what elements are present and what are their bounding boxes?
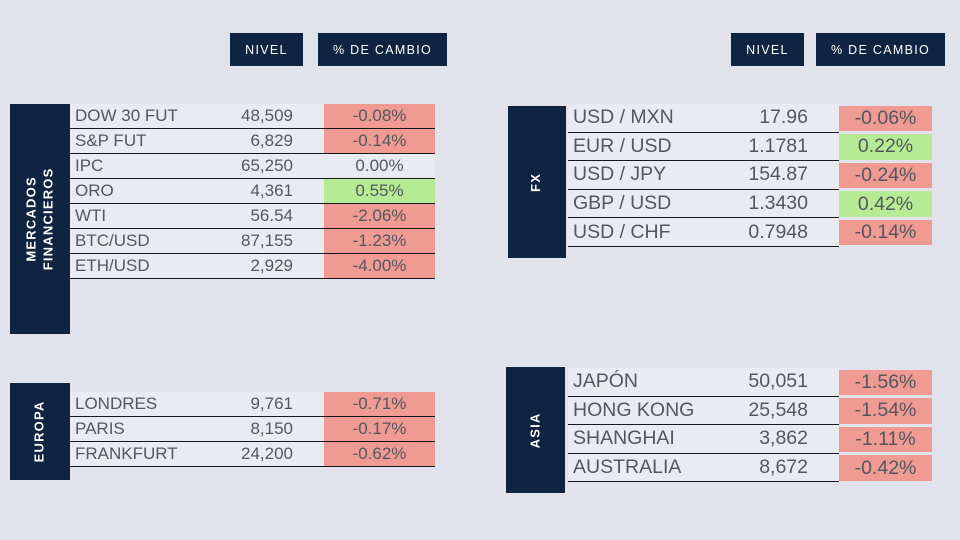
- change-badge: 0.55%: [324, 179, 435, 203]
- level-value: 48,509: [241, 106, 293, 125]
- instrument-label: USD / CHF: [573, 220, 671, 243]
- table-europa: LONDRES 9,761 -0.71% PARIS 8,150 -0.17% FRANKF…: [70, 392, 435, 467]
- level-value: 50,051: [748, 370, 808, 393]
- change-badge: -0.62%: [324, 442, 435, 466]
- instrument-label: USD / JPY: [573, 163, 667, 186]
- table-row: ORO 4,361 0.55%: [70, 179, 435, 204]
- change-badge: -1.23%: [324, 229, 435, 253]
- instrument-label: DOW 30 FUT: [75, 106, 178, 125]
- section-sidebar-europa: EUROPA: [10, 383, 70, 480]
- table-row: S&P FUT 6,829 -0.14%: [70, 129, 435, 154]
- table-row: USD / CHF 0.7948 -0.14%: [568, 218, 932, 247]
- level-value: 4,361: [250, 181, 293, 200]
- table-mercados-financieros: DOW 30 FUT 48,509 -0.08% S&P FUT 6,829 -0.14%…: [70, 104, 435, 279]
- level-value: 3,862: [759, 427, 808, 450]
- level-value: 8,150: [250, 419, 293, 438]
- instrument-label: WTI: [75, 206, 107, 225]
- level-value: 1.1781: [748, 134, 808, 157]
- section-sidebar-asia: ASIA: [506, 367, 565, 493]
- section-title: FX: [529, 172, 546, 191]
- level-value: 6,829: [250, 131, 293, 150]
- change-badge: -4.00%: [324, 254, 435, 278]
- section-sidebar-fx: FX: [508, 106, 566, 258]
- level-value: 87,155: [241, 231, 293, 250]
- instrument-label: IPC: [75, 156, 104, 175]
- instrument-label: AUSTRALIA: [573, 456, 682, 479]
- section-title-line: FINANCIEROS: [40, 167, 56, 271]
- table-row: USD / MXN 17.96 -0.06%: [568, 104, 932, 133]
- table-row: AUSTRALIA 8,672 -0.42%: [568, 454, 932, 483]
- change-badge: -0.14%: [839, 219, 932, 246]
- table-row: PARIS 8,150 -0.17%: [70, 417, 435, 442]
- change-badge: -2.06%: [324, 204, 435, 228]
- table-row: HONG KONG 25,548 -1.54%: [568, 397, 932, 426]
- instrument-label: LONDRES: [75, 394, 158, 413]
- instrument-label: BTC/USD: [75, 231, 150, 250]
- change-badge: -1.56%: [839, 369, 932, 395]
- instrument-label: SHANGHAI: [573, 427, 675, 450]
- column-header-cambio-left: % DE CAMBIO: [318, 33, 447, 66]
- section-title-line: MERCADOS: [23, 176, 39, 262]
- level-value: 56.54: [250, 206, 293, 225]
- change-badge: -0.06%: [839, 105, 932, 131]
- change-badge: 0.00%: [355, 156, 404, 175]
- change-badge: -0.71%: [324, 392, 435, 416]
- change-badge: -0.24%: [839, 162, 932, 189]
- instrument-label: GBP / USD: [573, 192, 672, 215]
- table-row: GBP / USD 1.3430 0.42%: [568, 190, 932, 219]
- section-title-line: ASIA: [527, 412, 543, 448]
- change-badge: -0.08%: [324, 104, 435, 128]
- level-value: 154.87: [748, 163, 808, 186]
- instrument-label: EUR / USD: [573, 134, 672, 157]
- section-sidebar-mercados-financieros: MERCADOS FINANCIEROS: [10, 104, 70, 334]
- instrument-label: JAPÓN: [573, 370, 639, 393]
- column-header-cambio-right: % DE CAMBIO: [816, 33, 945, 66]
- change-badge: 0.42%: [839, 191, 932, 217]
- table-row: WTI 56.54 -2.06%: [70, 204, 435, 229]
- level-value: 0.7948: [748, 220, 808, 243]
- instrument-label: USD / MXN: [573, 106, 674, 129]
- section-title: ASIA: [527, 412, 544, 448]
- instrument-label: ORO: [75, 181, 114, 200]
- instrument-label: S&P FUT: [75, 131, 147, 150]
- change-badge: 0.22%: [839, 134, 932, 160]
- section-title: EUROPA: [32, 401, 49, 463]
- level-value: 65,250: [241, 156, 293, 175]
- level-value: 17.96: [759, 106, 808, 129]
- instrument-label: FRANKFURT: [75, 444, 178, 463]
- table-fx: USD / MXN 17.96 -0.06% EUR / USD 1.1781 0.22%…: [568, 104, 932, 247]
- section-title: MERCADOS FINANCIEROS: [23, 168, 57, 271]
- level-value: 1.3430: [748, 192, 808, 215]
- table-row: IPC 65,250 0.00%: [70, 154, 435, 179]
- instrument-label: PARIS: [75, 419, 125, 438]
- level-value: 9,761: [250, 394, 293, 413]
- table-row: SHANGHAI 3,862 -1.11%: [568, 425, 932, 454]
- change-badge: -0.42%: [839, 455, 932, 481]
- instrument-label: HONG KONG: [573, 398, 695, 421]
- column-header-nivel-left: NIVEL: [230, 33, 303, 66]
- section-title-line: EUROPA: [31, 400, 47, 463]
- change-badge: -0.14%: [324, 129, 435, 153]
- table-row: JAPÓN 50,051 -1.56%: [568, 368, 932, 397]
- table-row: USD / JPY 154.87 -0.24%: [568, 161, 932, 190]
- level-value: 25,548: [748, 398, 808, 421]
- section-title-line: FX: [528, 172, 544, 192]
- level-value: 8,672: [759, 456, 808, 479]
- level-value: 24,200: [241, 444, 293, 463]
- table-row: BTC/USD 87,155 -1.23%: [70, 229, 435, 254]
- table-row: DOW 30 FUT 48,509 -0.08%: [70, 104, 435, 129]
- table-row: ETH/USD 2,929 -4.00%: [70, 254, 435, 279]
- change-badge: -0.17%: [324, 417, 435, 441]
- table-row: LONDRES 9,761 -0.71%: [70, 392, 435, 417]
- level-value: 2,929: [250, 256, 293, 275]
- table-row: EUR / USD 1.1781 0.22%: [568, 133, 932, 162]
- column-header-nivel-right: NIVEL: [731, 33, 804, 66]
- table-row: FRANKFURT 24,200 -0.62%: [70, 442, 435, 467]
- change-badge: -1.11%: [839, 426, 932, 453]
- table-asia: JAPÓN 50,051 -1.56% HONG KONG 25,548 -1.54% SH…: [568, 368, 932, 483]
- change-badge: -1.54%: [839, 398, 932, 424]
- instrument-label: ETH/USD: [75, 256, 150, 275]
